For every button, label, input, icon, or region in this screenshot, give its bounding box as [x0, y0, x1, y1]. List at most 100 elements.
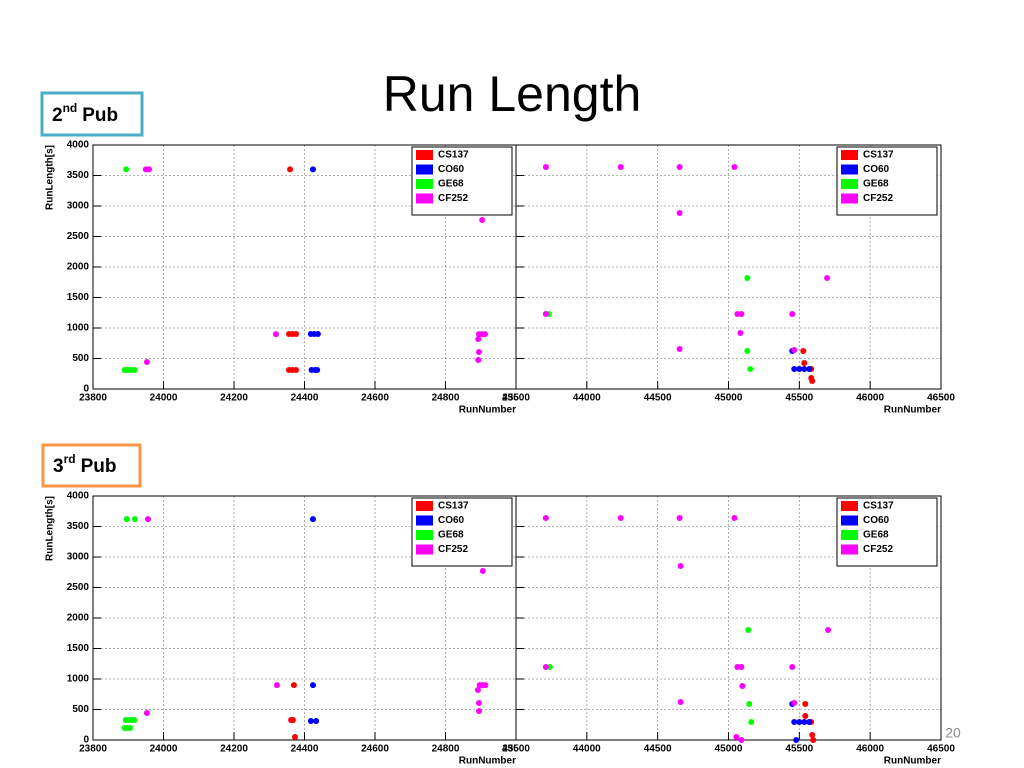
point — [676, 210, 683, 217]
x-tick-label: 45000 — [715, 393, 743, 404]
y-tick-label: 2500 — [67, 231, 90, 242]
y-tick-label: 3000 — [67, 201, 90, 212]
point — [474, 686, 481, 693]
point — [738, 310, 745, 317]
point — [291, 733, 298, 740]
legend-swatch — [841, 150, 858, 160]
legend-swatch — [416, 530, 433, 540]
x-tick-label: 45500 — [785, 393, 813, 404]
section-label: 2nd Pub — [52, 101, 118, 126]
x-tick-label: 24800 — [432, 744, 460, 755]
point — [127, 724, 134, 731]
x-tick-label: 46500 — [927, 393, 955, 404]
y-axis-label: RunLength[s] — [45, 145, 56, 210]
page-number: 20 — [945, 725, 961, 741]
section-word: Pub — [82, 105, 118, 126]
x-tick-label: 46000 — [856, 393, 884, 404]
point — [824, 274, 831, 281]
x-tick-label: 44500 — [644, 393, 672, 404]
point — [479, 217, 486, 224]
legend-label: CS137 — [863, 150, 894, 161]
legend-swatch — [841, 544, 858, 555]
y-tick-label: 1500 — [67, 643, 90, 654]
point — [789, 663, 796, 670]
point — [309, 516, 316, 523]
point — [287, 166, 294, 173]
legend-label: CO60 — [438, 515, 465, 526]
point — [274, 682, 281, 689]
point — [144, 516, 151, 523]
legend-label: CO60 — [438, 164, 465, 175]
x-tick-label: 44500 — [644, 744, 672, 755]
y-tick-label: 0 — [83, 384, 89, 395]
legend-swatch — [841, 530, 858, 540]
y-tick-label: 2000 — [67, 262, 90, 273]
x-tick-label: 24600 — [361, 393, 389, 404]
point — [737, 330, 744, 337]
y-tick-label: 4000 — [67, 491, 90, 502]
ordinal-suffix: rd — [64, 452, 76, 466]
x-tick-label: 24000 — [150, 744, 178, 755]
point — [475, 357, 482, 364]
point — [796, 365, 803, 372]
point — [739, 683, 746, 690]
y-tick-label: 3500 — [67, 521, 90, 532]
point — [791, 719, 798, 726]
point — [677, 698, 684, 705]
point — [314, 331, 321, 338]
point — [791, 346, 798, 353]
point — [481, 331, 488, 338]
legend-swatch — [416, 179, 433, 189]
point — [800, 347, 807, 354]
point — [676, 514, 683, 521]
legend-label: CO60 — [863, 515, 890, 526]
legend-label: CF252 — [438, 193, 468, 204]
point — [789, 310, 796, 317]
point — [802, 701, 809, 708]
point — [542, 163, 549, 170]
point — [475, 349, 482, 356]
point — [676, 345, 683, 352]
section-label: 3rd Pub — [53, 452, 116, 477]
legend-swatch — [841, 179, 858, 189]
legend-swatch — [416, 501, 433, 511]
point — [482, 682, 489, 689]
point — [131, 716, 138, 723]
chart: 43500 44000 44500 45000 45500 46000 46500RunNu… — [502, 137, 955, 419]
x-tick-label: 43500 — [502, 393, 530, 404]
legend-label: CS137 — [863, 501, 894, 512]
x-tick-label: 24800 — [432, 393, 460, 404]
x-tick-label: 24000 — [150, 393, 178, 404]
y-tick-label: 2500 — [67, 582, 90, 593]
point — [677, 563, 684, 570]
x-tick-label: 23800 — [79, 744, 107, 755]
point — [809, 378, 816, 385]
point — [143, 709, 150, 716]
point — [747, 365, 754, 372]
legend-label: GE68 — [863, 179, 889, 190]
point — [123, 516, 130, 523]
legend-label: GE68 — [438, 530, 464, 541]
point — [748, 719, 755, 726]
point — [542, 514, 549, 521]
x-axis-label: RunNumber — [884, 756, 941, 767]
point — [791, 699, 798, 706]
point — [289, 716, 296, 723]
y-tick-label: 500 — [72, 353, 89, 364]
point — [314, 367, 321, 374]
x-tick-label: 23800 — [79, 393, 107, 404]
point — [738, 663, 745, 670]
point — [475, 708, 482, 715]
point — [307, 718, 314, 725]
point — [731, 514, 738, 521]
chart: 43500 44000 44500 45000 45500 46000 46500RunNu… — [502, 488, 955, 768]
legend-swatch — [416, 544, 433, 555]
y-tick-label: 3000 — [67, 552, 90, 563]
ordinal-suffix: nd — [63, 101, 78, 115]
point — [676, 163, 683, 170]
legend-label: CS137 — [438, 501, 469, 512]
y-tick-label: 1000 — [67, 674, 90, 685]
plot-frame — [515, 144, 942, 390]
y-tick-label: 3500 — [67, 170, 90, 181]
